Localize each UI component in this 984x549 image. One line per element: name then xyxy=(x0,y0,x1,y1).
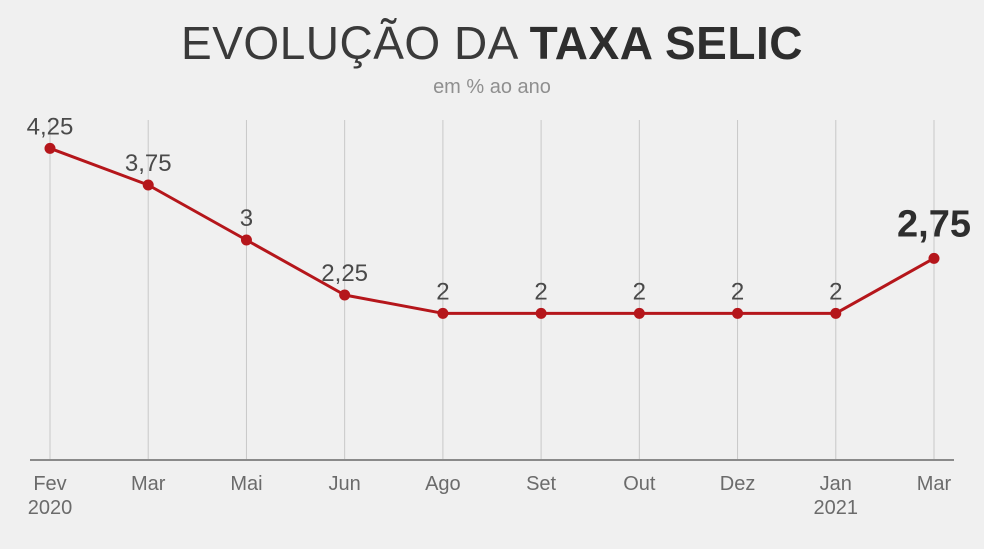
x-axis-label: Mai xyxy=(230,473,262,495)
x-axis-label: Jun xyxy=(329,473,361,495)
chart-title: EVOLUÇÃO DA TAXA SELIC xyxy=(0,0,984,70)
data-point xyxy=(143,180,154,191)
x-axis-label: Out xyxy=(623,473,656,495)
x-axis-label: Ago xyxy=(425,473,461,495)
data-point xyxy=(536,308,547,319)
value-label: 3,75 xyxy=(125,150,172,177)
value-label: 2 xyxy=(436,278,449,305)
value-label: 2 xyxy=(633,278,646,305)
line-chart: 4,25 Fev2020 3,75 Mar 3 Mai 2,25 Jun 2 Ago 2 Set 2 Ou… xyxy=(0,100,984,549)
value-label: 2 xyxy=(534,278,547,305)
title-bold: TAXA SELIC xyxy=(530,17,803,69)
value-label: 2 xyxy=(731,278,744,305)
x-axis-label: Mar xyxy=(131,473,166,495)
x-axis-label: Mar xyxy=(917,473,952,495)
value-label: 2 xyxy=(829,278,842,305)
data-point xyxy=(437,308,448,319)
title-prefix: EVOLUÇÃO DA xyxy=(181,17,530,69)
value-label: 3 xyxy=(240,205,253,232)
x-axis-label: Dez xyxy=(720,473,756,495)
value-label: 2,25 xyxy=(321,260,368,287)
x-axis-label: Fev xyxy=(33,473,66,495)
data-point xyxy=(45,143,56,154)
chart-container: EVOLUÇÃO DA TAXA SELIC em % ao ano 4,25 F… xyxy=(0,0,984,549)
value-label: 4,25 xyxy=(27,113,74,140)
data-point xyxy=(929,253,940,264)
series-line xyxy=(50,148,934,313)
x-axis-sublabel: 2020 xyxy=(28,497,73,519)
x-axis-sublabel: 2021 xyxy=(814,497,859,519)
data-point xyxy=(732,308,743,319)
data-point xyxy=(830,308,841,319)
x-axis-label: Jan xyxy=(820,473,852,495)
chart-subtitle: em % ao ano xyxy=(0,76,984,99)
data-point xyxy=(634,308,645,319)
x-axis-label: Set xyxy=(526,473,556,495)
chart-area: 4,25 Fev2020 3,75 Mar 3 Mai 2,25 Jun 2 Ago 2 Set 2 Ou… xyxy=(0,100,984,549)
value-label: 2,75 xyxy=(897,203,971,245)
data-point xyxy=(339,290,350,301)
data-point xyxy=(241,235,252,246)
